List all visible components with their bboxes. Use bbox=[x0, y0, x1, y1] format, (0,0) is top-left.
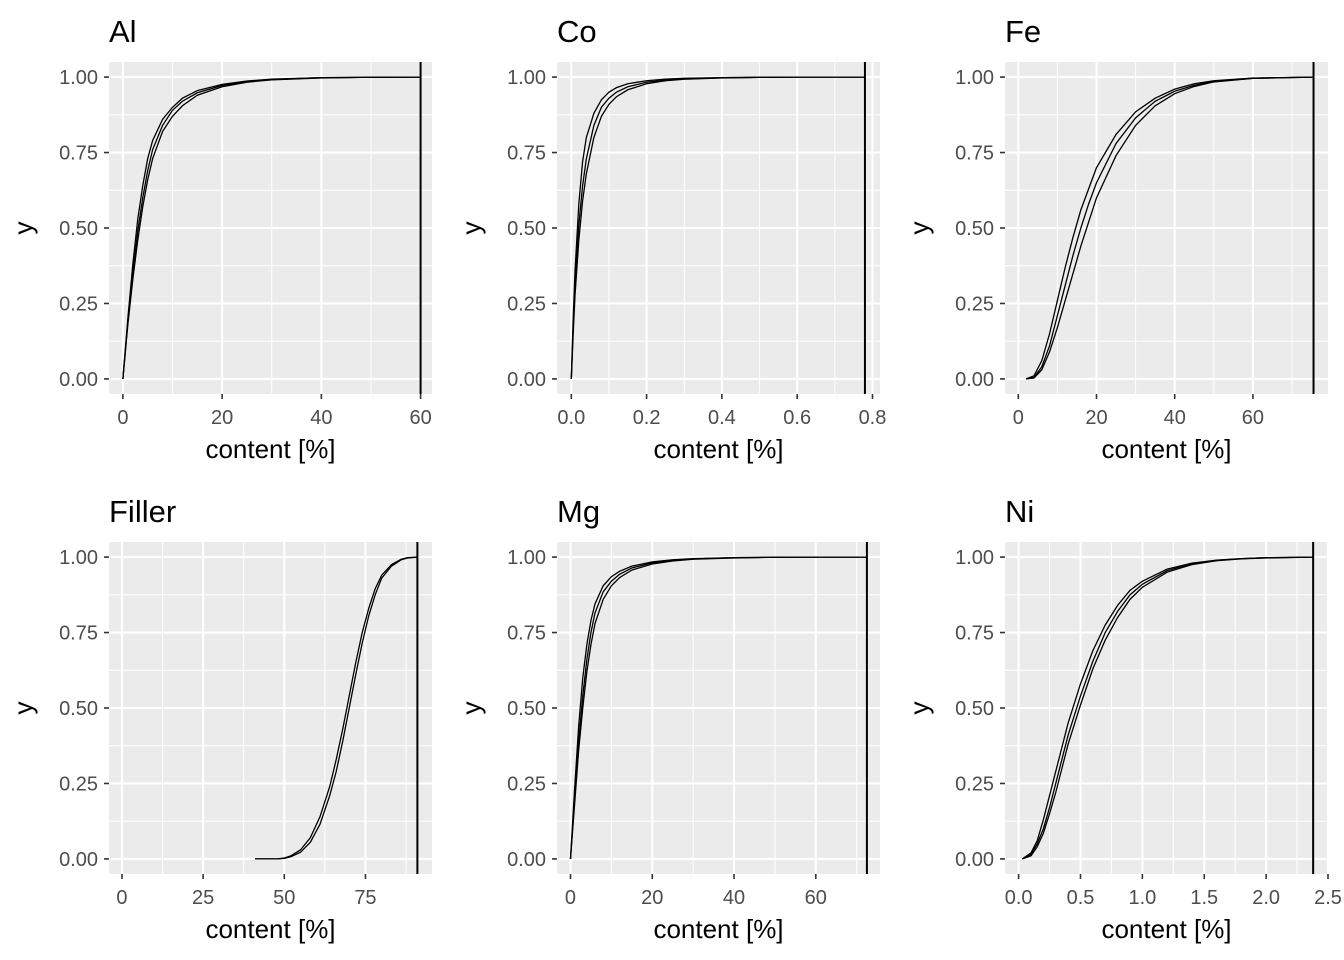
panel-filler-x-tick-label-1: 25 bbox=[192, 887, 214, 909]
panel-ni-x-tick-label-2: 1.0 bbox=[1128, 887, 1156, 909]
panel-al-title: Al bbox=[109, 14, 137, 49]
panel-fe-y-tick-label-0: 0.00 bbox=[955, 369, 994, 391]
panel-mg: 0 20 40 60 0.00 0.25 0.50 0.75 1.00 Mg content [%]… bbox=[456, 494, 880, 944]
panel-co-y-tick-label-2: 0.50 bbox=[507, 218, 546, 240]
panel-fe-x-axis-title: content [%] bbox=[1101, 434, 1231, 464]
panel-fe-x-tick-label-0: 0 bbox=[1013, 407, 1024, 429]
panel-co-x-tick-label-0: 0.0 bbox=[557, 407, 585, 429]
panel-ni-x-tick-label-4: 2.0 bbox=[1252, 887, 1280, 909]
panel-mg-x-tick-label-1: 20 bbox=[641, 887, 663, 909]
panel-co-x-tick-label-3: 0.6 bbox=[783, 407, 811, 429]
panel-co-x-tick-label-2: 0.4 bbox=[708, 407, 736, 429]
panel-co-title: Co bbox=[557, 14, 597, 49]
panel-ni-x-tick-label-0: 0.0 bbox=[1005, 887, 1033, 909]
panel-al-y-tick-label-2: 0.50 bbox=[59, 218, 98, 240]
panel-fe-title: Fe bbox=[1005, 14, 1041, 49]
panel-al-x-tick-label-1: 20 bbox=[211, 407, 233, 429]
panel-fe-cdf-line-2 bbox=[1026, 76, 1314, 380]
panel-fe-cdf-line-0 bbox=[1025, 76, 1314, 380]
panel-al-y-tick-label-1: 0.25 bbox=[59, 293, 98, 315]
panel-fe-x-tick-label-1: 20 bbox=[1085, 407, 1107, 429]
panel-co: 0.0 0.2 0.4 0.6 0.8 0.00 0.25 0.50 0.75 1.00 Co con… bbox=[456, 14, 886, 464]
panel-ni-y-tick-label-2: 0.50 bbox=[955, 698, 994, 720]
panel-ni-x-tick-label-1: 0.5 bbox=[1067, 887, 1095, 909]
panel-filler-x-tick-label-2: 50 bbox=[273, 887, 295, 909]
panel-filler-y-axis-title: y bbox=[8, 702, 38, 715]
panel-fe-cdf-line-1 bbox=[1025, 76, 1314, 380]
panel-co-x-tick-label-4: 0.8 bbox=[859, 407, 887, 429]
panel-mg-x-tick-label-0: 0 bbox=[565, 887, 576, 909]
panel-fe-y-tick-label-2: 0.50 bbox=[955, 218, 994, 240]
panel-filler-y-tick-label-0: 0.00 bbox=[59, 849, 98, 871]
panel-al: 0 20 40 60 0.00 0.25 0.50 0.75 1.00 Al content [%]… bbox=[8, 14, 432, 464]
panel-filler-title: Filler bbox=[109, 494, 176, 529]
panel-al-y-axis-title: y bbox=[8, 222, 38, 235]
panel-filler-y-tick-label-2: 0.50 bbox=[59, 698, 98, 720]
panel-al-x-axis-title: content [%] bbox=[205, 434, 335, 464]
panel-filler-x-tick-label-0: 0 bbox=[116, 887, 127, 909]
panel-ni-y-tick-label-4: 1.00 bbox=[955, 547, 994, 569]
panel-ni-title: Ni bbox=[1005, 494, 1034, 529]
panel-co-y-tick-label-0: 0.00 bbox=[507, 369, 546, 391]
panel-al-y-tick-label-4: 1.00 bbox=[59, 67, 98, 89]
panel-ni-y-tick-label-0: 0.00 bbox=[955, 849, 994, 871]
panel-ni-x-tick-label-5: 2.5 bbox=[1314, 887, 1342, 909]
panel-mg-y-tick-label-3: 0.75 bbox=[507, 623, 546, 645]
panel-filler-cdf-line-0 bbox=[255, 556, 418, 860]
panel-fe-y-tick-label-1: 0.25 bbox=[955, 293, 994, 315]
panel-co-cdf-line-2 bbox=[570, 76, 865, 379]
panel-co-y-tick-label-4: 1.00 bbox=[507, 67, 546, 89]
panel-mg-title: Mg bbox=[557, 494, 600, 529]
panel-fe-x-tick-label-2: 40 bbox=[1164, 407, 1186, 429]
panel-filler-y-tick-label-3: 0.75 bbox=[59, 623, 98, 645]
panel-mg-y-tick-label-2: 0.50 bbox=[507, 698, 546, 720]
panel-ni-x-axis-title: content [%] bbox=[1101, 914, 1231, 944]
panel-filler-x-axis-title: content [%] bbox=[205, 914, 335, 944]
panel-co-x-axis-title: content [%] bbox=[653, 434, 783, 464]
panel-fe-x-tick-label-3: 60 bbox=[1242, 407, 1264, 429]
panel-fe-y-tick-label-4: 1.00 bbox=[955, 67, 994, 89]
panel-al-y-tick-label-3: 0.75 bbox=[59, 143, 98, 165]
panel-ni-y-tick-label-1: 0.25 bbox=[955, 773, 994, 795]
panel-fe: 0 20 40 60 0.00 0.25 0.50 0.75 1.00 Fe content [%]… bbox=[904, 14, 1328, 464]
panel-al-x-tick-label-0: 0 bbox=[117, 407, 128, 429]
panel-co-y-tick-label-1: 0.25 bbox=[507, 293, 546, 315]
panel-filler: 0 25 50 75 0.00 0.25 0.50 0.75 1.00 Filler content… bbox=[8, 494, 432, 944]
panel-mg-cdf-line-2 bbox=[569, 556, 867, 859]
panel-mg-y-axis-title: y bbox=[456, 702, 486, 715]
panel-filler-y-tick-label-4: 1.00 bbox=[59, 547, 98, 569]
panel-al-y-tick-label-0: 0.00 bbox=[59, 369, 98, 391]
panel-al-x-tick-label-3: 60 bbox=[409, 407, 431, 429]
panel-al-x-tick-label-2: 40 bbox=[310, 407, 332, 429]
panel-al-cdf-line-2 bbox=[122, 76, 421, 379]
panel-mg-y-tick-label-1: 0.25 bbox=[507, 773, 546, 795]
panel-ni-y-tick-label-3: 0.75 bbox=[955, 623, 994, 645]
panel-mg-x-tick-label-2: 40 bbox=[723, 887, 745, 909]
panel-co-y-tick-label-3: 0.75 bbox=[507, 143, 546, 165]
panel-filler-cdf-line-1 bbox=[255, 556, 418, 860]
panel-filler-y-tick-label-1: 0.25 bbox=[59, 773, 98, 795]
panel-co-x-tick-label-1: 0.2 bbox=[633, 407, 661, 429]
panel-filler-x-tick-label-3: 75 bbox=[354, 887, 376, 909]
panel-co-y-axis-title: y bbox=[456, 222, 486, 235]
panel-mg-y-tick-label-4: 1.00 bbox=[507, 547, 546, 569]
panel-mg-x-tick-label-3: 60 bbox=[805, 887, 827, 909]
panel-fe-y-axis-title: y bbox=[904, 222, 934, 235]
panel-ni-y-axis-title: y bbox=[904, 702, 934, 715]
panel-mg-y-tick-label-0: 0.00 bbox=[507, 849, 546, 871]
panel-fe-y-tick-label-3: 0.75 bbox=[955, 143, 994, 165]
panel-ni-x-tick-label-3: 1.5 bbox=[1190, 887, 1218, 909]
panel-ni: 0.0 0.5 1.0 1.5 2.0 2.5 0.00 0.25 0.50 0.75 1.00 Ni… bbox=[904, 494, 1342, 944]
panel-mg-x-axis-title: content [%] bbox=[653, 914, 783, 944]
panel-ni-cdf-line-2 bbox=[1022, 556, 1314, 860]
